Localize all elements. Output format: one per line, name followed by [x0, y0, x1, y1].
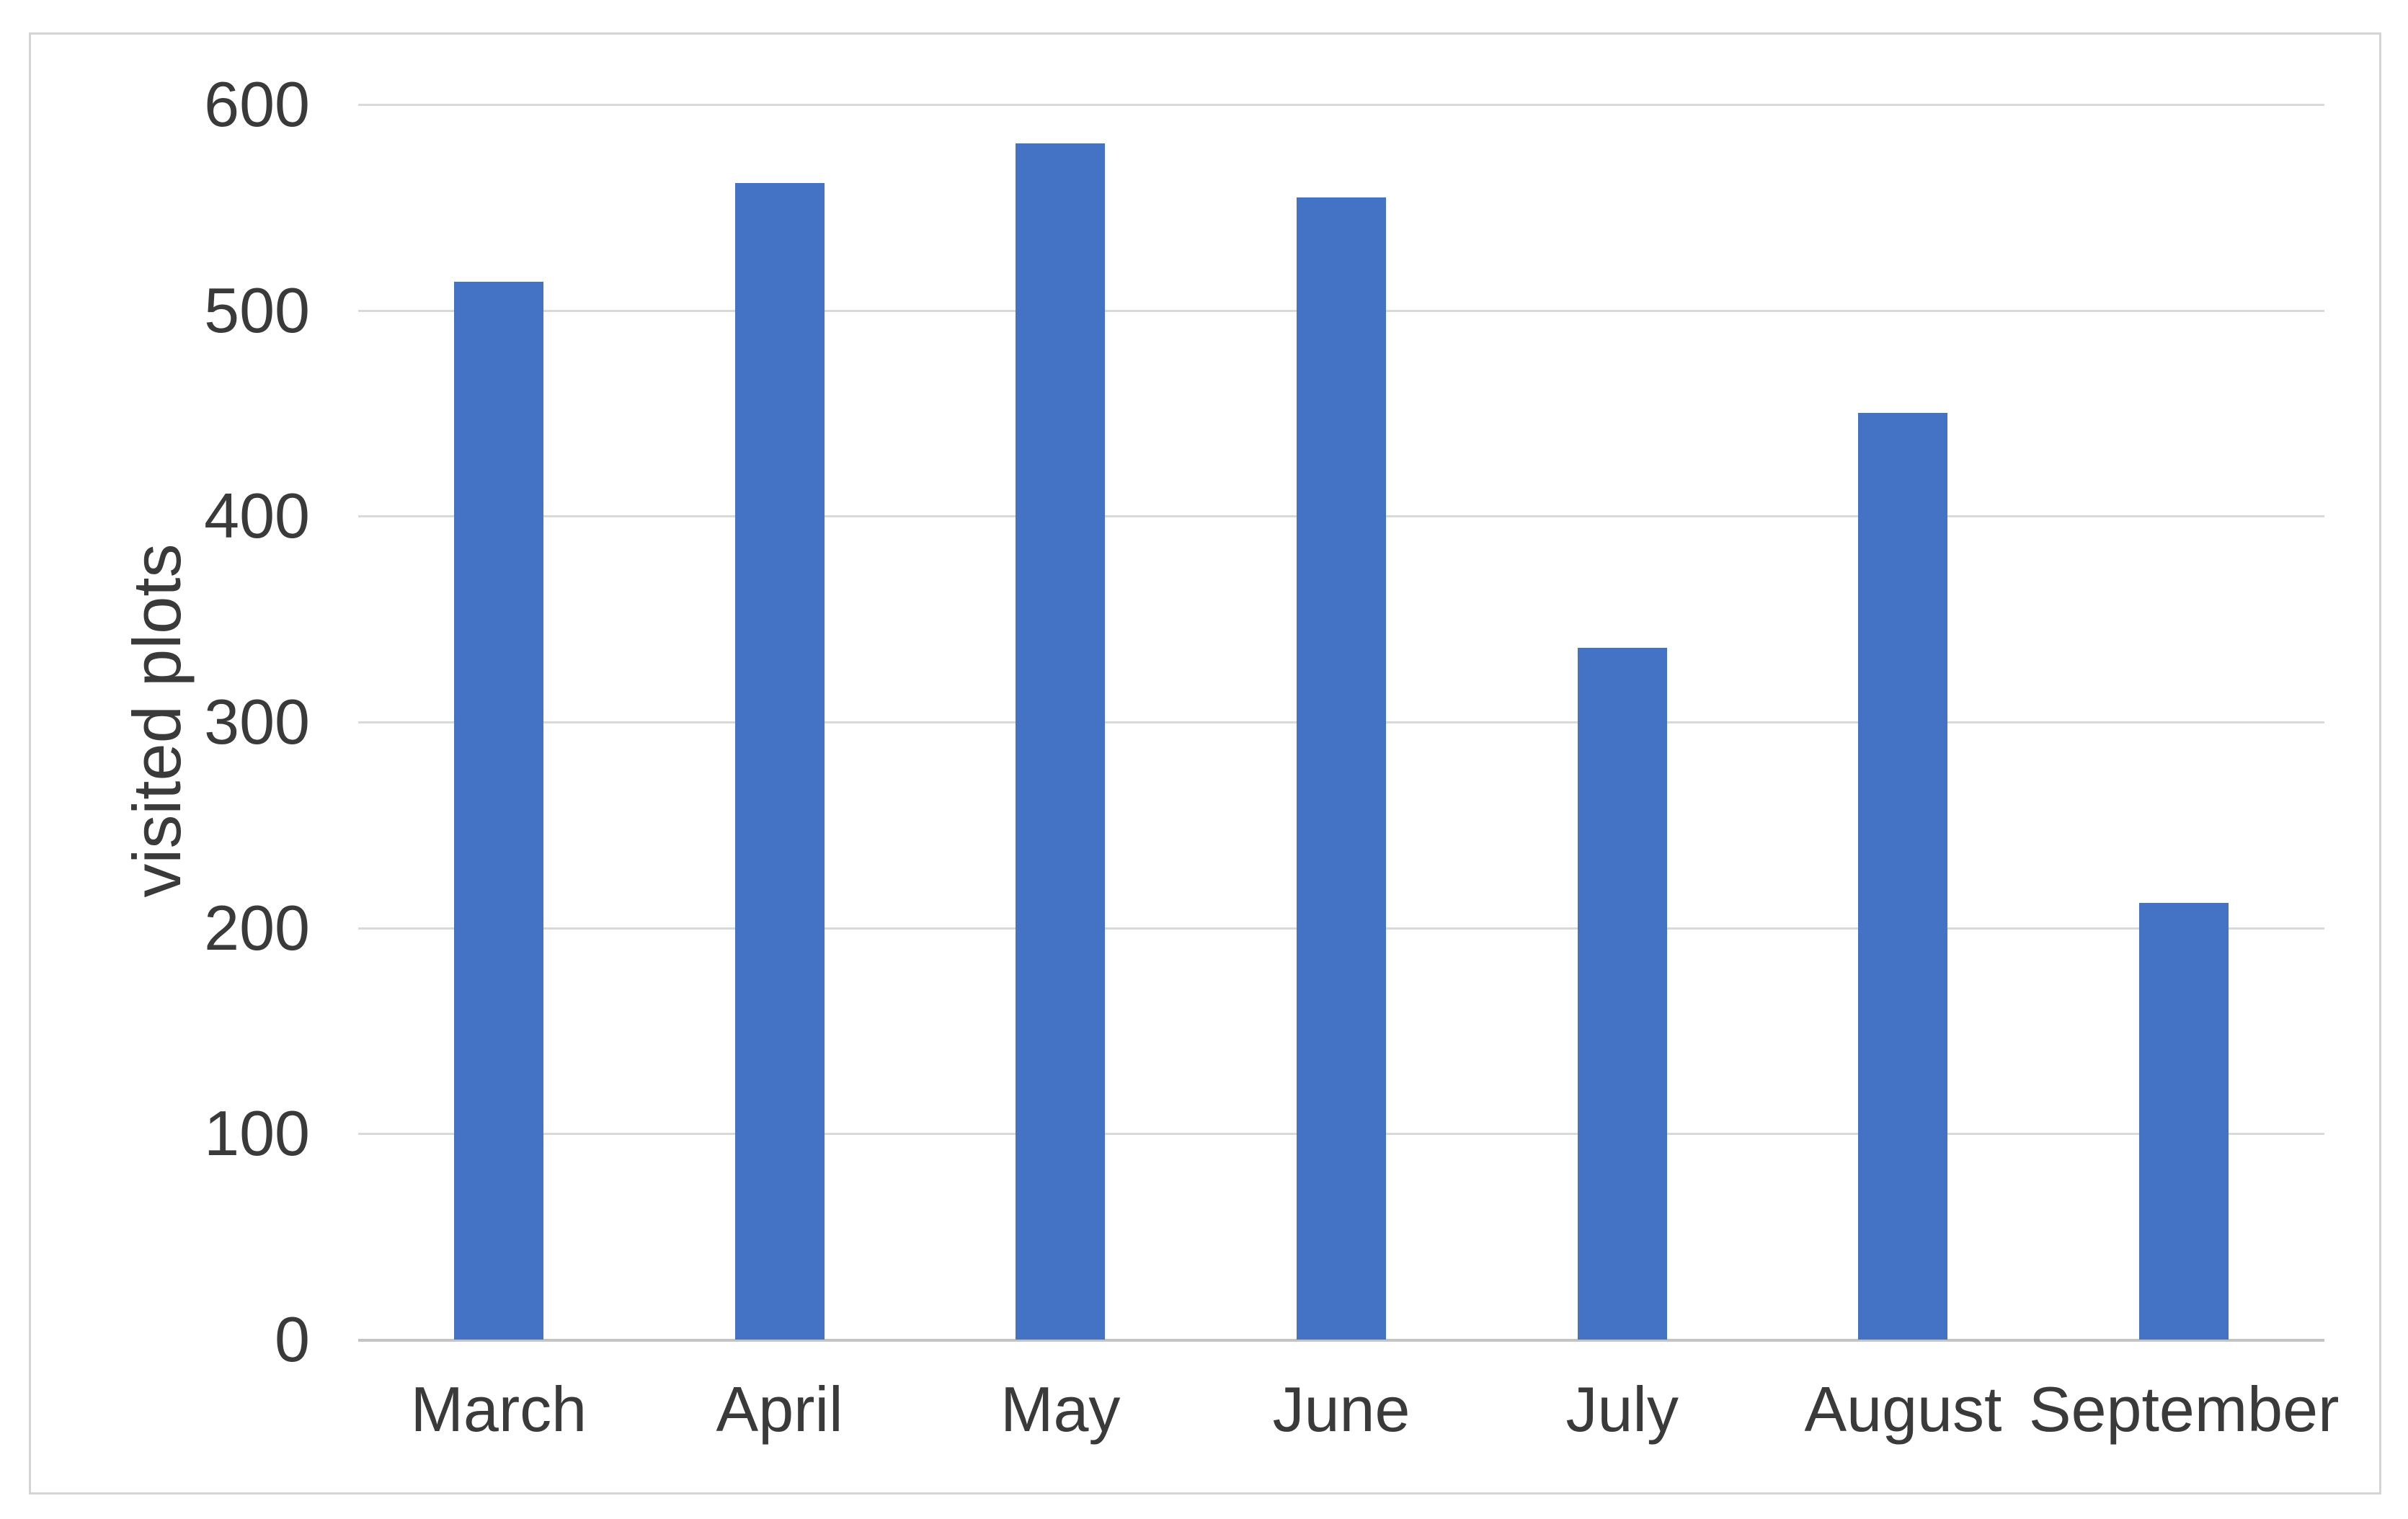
- bar-june: [1297, 197, 1386, 1340]
- x-label-july: July: [1565, 1373, 1679, 1445]
- x-label-may: May: [1000, 1373, 1121, 1445]
- bar-august: [1858, 413, 1948, 1340]
- y-tick-label-100: 100: [204, 1097, 310, 1170]
- y-axis-tick-labels: 0 100 200 300 400 500 600: [0, 73, 310, 1371]
- y-tick-label-600: 600: [204, 68, 310, 140]
- bar-march: [453, 282, 543, 1340]
- x-axis-category-labels: March April May June July August September: [358, 1370, 2340, 1456]
- x-label-june: June: [1272, 1373, 1410, 1445]
- x-axis-line: [358, 1339, 2324, 1342]
- y-tick-label-300: 300: [204, 686, 310, 757]
- x-label-august: August: [1804, 1373, 2002, 1445]
- y-tick-label-0: 0: [275, 1304, 310, 1375]
- y-tick-label-500: 500: [204, 274, 310, 346]
- x-label-september: September: [2028, 1373, 2340, 1445]
- y-tick-label-200: 200: [204, 891, 310, 963]
- bar-july: [1577, 648, 1667, 1340]
- bar-september: [2139, 903, 2229, 1340]
- bar-may: [1016, 143, 1106, 1340]
- bar-april: [734, 183, 825, 1340]
- plot-area: [358, 104, 2324, 1342]
- x-label-april: April: [716, 1373, 843, 1445]
- gridline-600: [358, 104, 2324, 106]
- x-label-march: March: [410, 1373, 587, 1445]
- y-tick-label-400: 400: [204, 480, 310, 552]
